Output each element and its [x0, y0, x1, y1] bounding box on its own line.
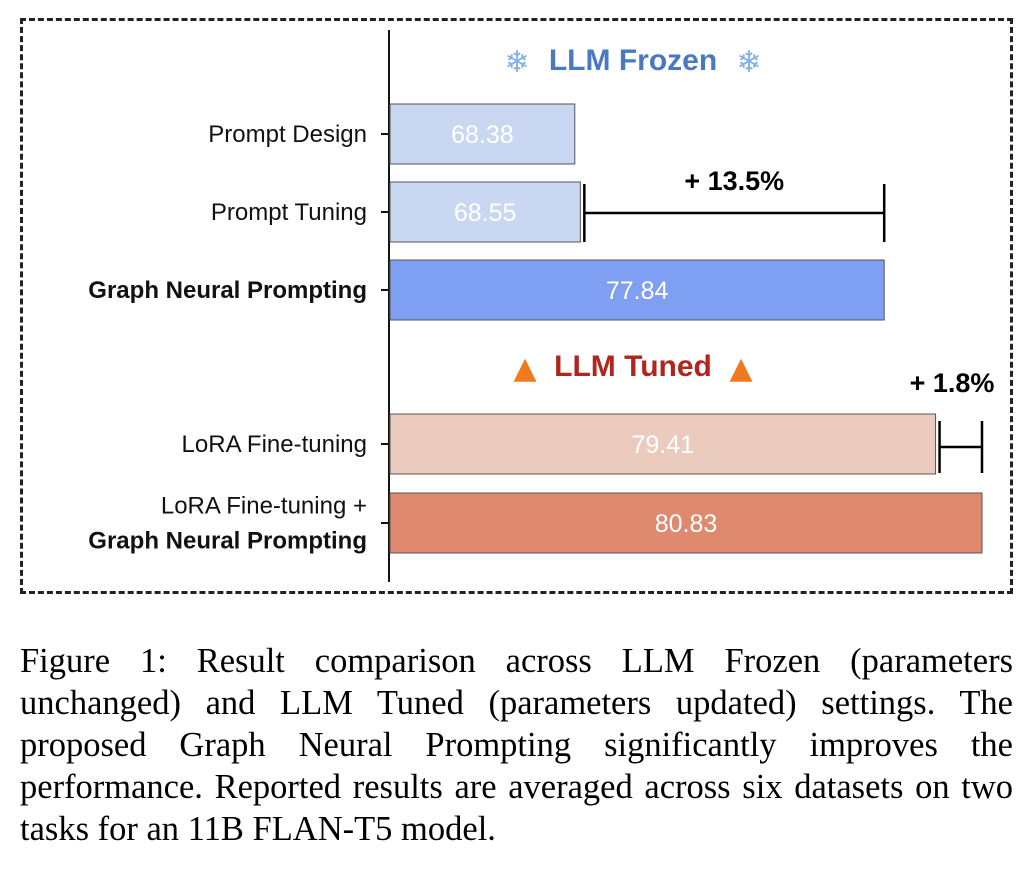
fire-icon: ▲: [729, 351, 752, 386]
gain-annotation: + 1.8%: [910, 368, 995, 398]
bar-value-label: 79.41: [631, 431, 694, 459]
category-label: LoRA Fine-tuning +: [161, 493, 367, 520]
figure-frame: [20, 18, 1013, 594]
snowflake-icon: ❄: [736, 45, 761, 80]
category-label: Graph Neural Prompting: [88, 277, 367, 304]
bar: [389, 492, 983, 554]
gain-annotation: + 13.5%: [684, 166, 784, 196]
category-label: Graph Neural Prompting: [88, 528, 367, 555]
bar: [389, 181, 581, 243]
bar-value-label: 68.38: [451, 121, 514, 149]
category-label: Prompt Tuning: [211, 199, 367, 226]
snowflake-icon: ❄: [504, 45, 529, 80]
bar: [389, 259, 885, 321]
bar: [389, 103, 576, 165]
bar-value-label: 77.84: [606, 277, 669, 305]
bar-chart: LLM Frozen ❄ ❄ 68.38 Prompt Design 68.55 Promp…: [88, 30, 995, 582]
group-title-0: LLM Frozen: [549, 44, 717, 77]
bar-value-label: 68.55: [454, 199, 517, 227]
bar-value-label: 80.83: [655, 510, 718, 538]
category-label: Prompt Design: [208, 121, 367, 148]
bar: [389, 413, 937, 475]
category-label: LoRA Fine-tuning: [182, 431, 367, 458]
fire-icon: ▲: [513, 351, 536, 386]
group-title-1: LLM Tuned: [554, 350, 712, 383]
figure-caption: Figure 1: Result comparison across LLM F…: [20, 642, 1013, 848]
